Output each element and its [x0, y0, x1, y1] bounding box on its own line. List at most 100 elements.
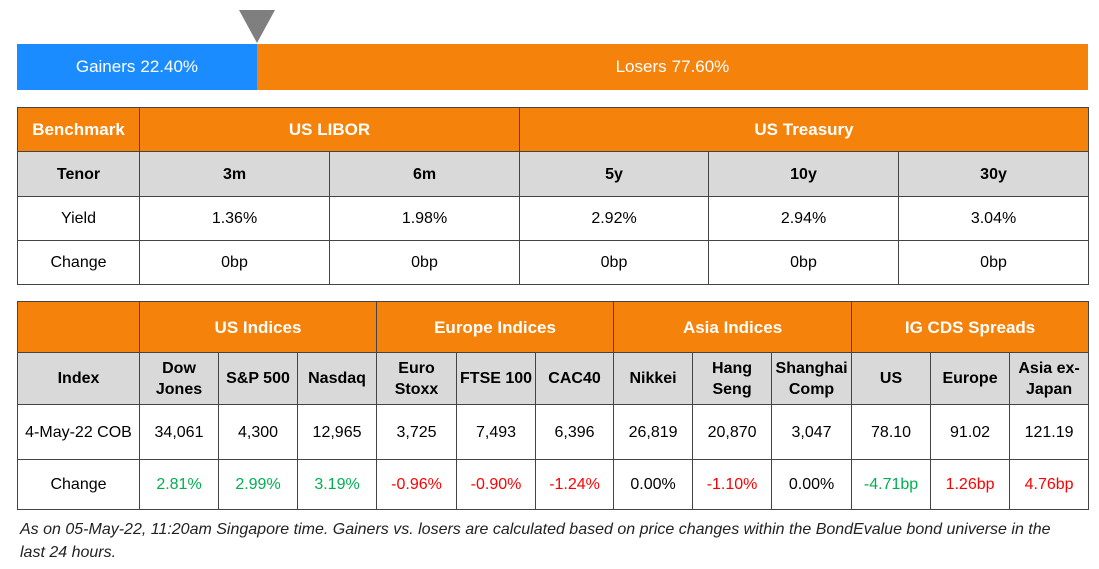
cell: 3.04% [898, 196, 1090, 241]
breadth-bar: Gainers 22.40% Losers 77.60% [17, 44, 1088, 90]
data-row: 4-May-22 COB 34,061 4,300 12,965 3,725 7,493 6… [17, 404, 1090, 460]
column-header-line: Hang [712, 359, 753, 377]
cell: 91.02 [930, 404, 1011, 460]
cell: -1.24% [535, 459, 615, 510]
cell: 0bp [898, 240, 1090, 285]
cell: 0bp [139, 240, 330, 285]
column-header: S&P 500 [218, 352, 298, 405]
column-header: FTSE 100 [456, 352, 537, 405]
column-header-line: Comp [788, 380, 835, 398]
cell: 0bp [708, 240, 900, 285]
column-header: 3m [139, 151, 330, 197]
column-header: 6m [328, 151, 521, 197]
cell: 78.10 [851, 404, 932, 460]
cell: 2.92% [519, 196, 710, 241]
column-header: Index [17, 352, 140, 405]
column-header: 30y [898, 151, 1090, 197]
column-header-line: Nasdaq [308, 370, 366, 387]
cell: Change [17, 459, 140, 510]
column-header-row: Tenor 3m 6m 5y 10y 30y [17, 151, 1090, 197]
column-header: Hang Seng [692, 352, 773, 405]
cell: Change [17, 240, 140, 285]
column-header-line: 10y [790, 165, 817, 183]
cell: 4,300 [218, 404, 298, 460]
column-header: 10y [708, 151, 900, 197]
column-header: Euro Stoxx [376, 352, 458, 405]
breadth-marker [238, 10, 275, 43]
cell: 4-May-22 COB [17, 404, 140, 460]
group-header: Europe Indices [376, 301, 615, 353]
cell: 2.94% [708, 196, 900, 241]
column-header-line: US [879, 370, 903, 387]
column-header-line: FTSE 100 [460, 370, 533, 387]
data-row: Change 0bp 0bp 0bp 0bp 0bp [17, 240, 1090, 285]
cell: 1.26bp [930, 459, 1011, 510]
column-header-row: Index Dow Jones S&P 500 Nasdaq Euro Stoxx FTSE … [17, 352, 1090, 405]
column-header-line: CAC40 [548, 370, 601, 387]
cell: 3.19% [296, 459, 378, 510]
data-row: Change 2.81% 2.99% 3.19% -0.96% -0.90% -1.24% 0… [17, 459, 1090, 510]
marker-triangle [238, 10, 275, 43]
column-header-line: 5y [605, 165, 623, 183]
column-header: CAC40 [535, 352, 615, 405]
gainers-segment: Gainers 22.40% [17, 44, 257, 90]
column-header-line: Tenor [56, 165, 101, 183]
header-cell [17, 301, 140, 353]
cell: 7,493 [456, 404, 537, 460]
column-header: US [851, 352, 932, 405]
cell: 6,396 [535, 404, 615, 460]
column-header-line: Asia ex- [1018, 359, 1080, 377]
cell: 34,061 [139, 404, 219, 460]
footnote: As on 05-May-22, 11:20am Singapore time.… [20, 521, 1051, 561]
cell: 26,819 [613, 404, 694, 460]
losers-value: 77.60% [671, 57, 730, 76]
cell: 1.98% [328, 196, 521, 241]
cell: Yield [17, 196, 140, 241]
cell: 3,725 [376, 404, 458, 460]
cell: 4.76bp [1009, 459, 1090, 510]
cell: -1.10% [692, 459, 773, 510]
column-header: Tenor [17, 151, 140, 197]
gainers-label: Gainers [75, 57, 136, 76]
column-header-line: Euro [398, 359, 435, 377]
group-header-row: US Indices Europe Indices Asia Indices IG C… [17, 301, 1090, 353]
column-header-line: Shanghai [775, 359, 848, 377]
cell: 0bp [328, 240, 521, 285]
cell: -0.96% [376, 459, 458, 510]
column-header: Dow Jones [139, 352, 219, 405]
cell: 0.00% [771, 459, 853, 510]
losers-segment: Losers 77.60% [256, 44, 1088, 90]
cell: 3,047 [771, 404, 853, 460]
cell: 121.19 [1009, 404, 1090, 460]
group-header: US Indices [138, 301, 378, 353]
column-header: Asia ex- Japan [1009, 352, 1090, 405]
group-header: US LIBOR [138, 107, 521, 152]
group-header-row: Benchmark US LIBOR US Treasury [17, 107, 1090, 152]
group-header: Benchmark [17, 107, 140, 152]
column-header-line: 6m [412, 165, 437, 183]
column-header-line: 3m [222, 165, 247, 183]
column-header-line: Jones [155, 380, 203, 398]
column-header-line: Seng [712, 380, 752, 398]
column-header-line: Japan [1025, 380, 1073, 398]
column-header-line: Europe [942, 370, 998, 387]
column-header: 5y [519, 151, 710, 197]
column-header: Shanghai Comp [771, 352, 853, 405]
cell: 2.99% [218, 459, 298, 510]
group-header: US Treasury [519, 107, 1090, 152]
rates-table: Benchmark US LIBOR US Treasury Tenor 3m 6m 5y 1… [17, 107, 1090, 285]
cell: -0.90% [456, 459, 537, 510]
data-row: Yield 1.36% 1.98% 2.92% 2.94% 3.04% [17, 196, 1090, 241]
column-header: Nasdaq [296, 352, 378, 405]
indices-table: US Indices Europe Indices Asia Indices IG C… [17, 301, 1090, 510]
cell: 2.81% [139, 459, 219, 510]
cell: 0bp [519, 240, 710, 285]
column-header: Europe [930, 352, 1011, 405]
cell: 0.00% [613, 459, 694, 510]
group-header: IG CDS Spreads [851, 301, 1090, 353]
cell: 12,965 [296, 404, 378, 460]
group-header: Asia Indices [613, 301, 853, 353]
column-header-line: S&P 500 [226, 370, 290, 387]
column-header-line: 30y [980, 165, 1007, 183]
column-header-line: Index [57, 370, 100, 387]
